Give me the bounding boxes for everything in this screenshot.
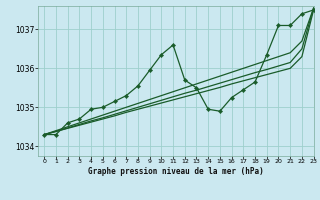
- X-axis label: Graphe pression niveau de la mer (hPa): Graphe pression niveau de la mer (hPa): [88, 167, 264, 176]
